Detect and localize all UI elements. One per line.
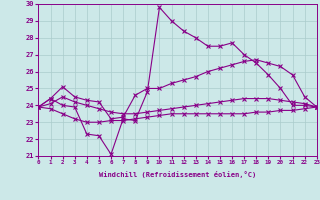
X-axis label: Windchill (Refroidissement éolien,°C): Windchill (Refroidissement éolien,°C) — [99, 171, 256, 178]
